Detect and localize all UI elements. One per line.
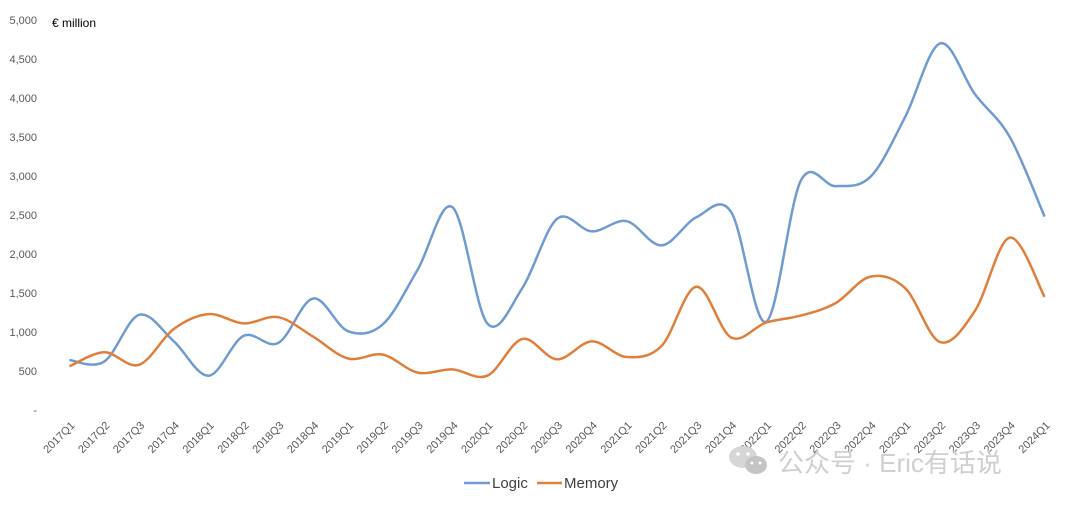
unit-label: € million: [52, 16, 96, 30]
x-tick-label: 2018Q1: [181, 420, 217, 456]
x-tick-label: 2024Q1: [1017, 420, 1053, 456]
x-tick-label: 2018Q3: [250, 420, 286, 456]
x-tick-label: 2020Q2: [494, 420, 530, 456]
y-tick-label: 2,000: [9, 249, 37, 261]
x-tick-label: 2020Q1: [459, 420, 495, 456]
y-tick-label: 1,500: [9, 288, 37, 300]
y-tick-label: 4,500: [9, 54, 37, 66]
y-tick-label: 500: [19, 366, 37, 378]
y-tick-label: 2,500: [9, 210, 37, 222]
x-tick-label: 2019Q1: [320, 420, 356, 456]
x-tick-label: 2019Q4: [424, 420, 460, 456]
watermark: 公众号 · Eric有话说: [729, 446, 1002, 478]
y-axis: - 500 1,000 1,500 2,000 2,500 3,000 3,500 4,000 4…: [9, 15, 37, 417]
x-tick-label: 2017Q4: [146, 420, 182, 456]
watermark-text: 公众号 · Eric有话说: [778, 448, 1002, 478]
x-tick-label: 2021Q2: [633, 420, 669, 456]
x-tick-label: 2017Q3: [111, 420, 147, 456]
y-tick-label: -: [33, 405, 37, 417]
x-tick-label: 2019Q2: [355, 420, 391, 456]
x-tick-label: 2019Q3: [390, 420, 426, 456]
legend-label-memory: Memory: [564, 475, 619, 492]
series-lines: [68, 42, 1046, 379]
y-tick-label: 4,000: [9, 93, 37, 105]
x-tick-label: 2020Q4: [564, 420, 600, 456]
series-line-memory: [68, 236, 1046, 379]
x-tick-label: 2018Q2: [216, 420, 252, 456]
x-tick-label: 2020Q3: [529, 420, 565, 456]
wechat-icon: [729, 446, 767, 474]
legend-label-logic: Logic: [492, 475, 528, 492]
x-tick-label: 2017Q1: [41, 420, 77, 456]
y-tick-label: 5,000: [9, 15, 37, 27]
series-line-logic: [69, 42, 1046, 377]
x-tick-label: 2018Q4: [285, 420, 321, 456]
y-tick-label: 3,500: [9, 132, 37, 144]
x-tick-label: 2017Q2: [76, 420, 112, 456]
y-tick-label: 1,000: [9, 327, 37, 339]
y-tick-label: 3,000: [9, 171, 37, 183]
legend: Logic Memory: [464, 475, 619, 492]
x-tick-label: 2021Q3: [668, 420, 704, 456]
x-tick-label: 2021Q1: [599, 420, 635, 456]
